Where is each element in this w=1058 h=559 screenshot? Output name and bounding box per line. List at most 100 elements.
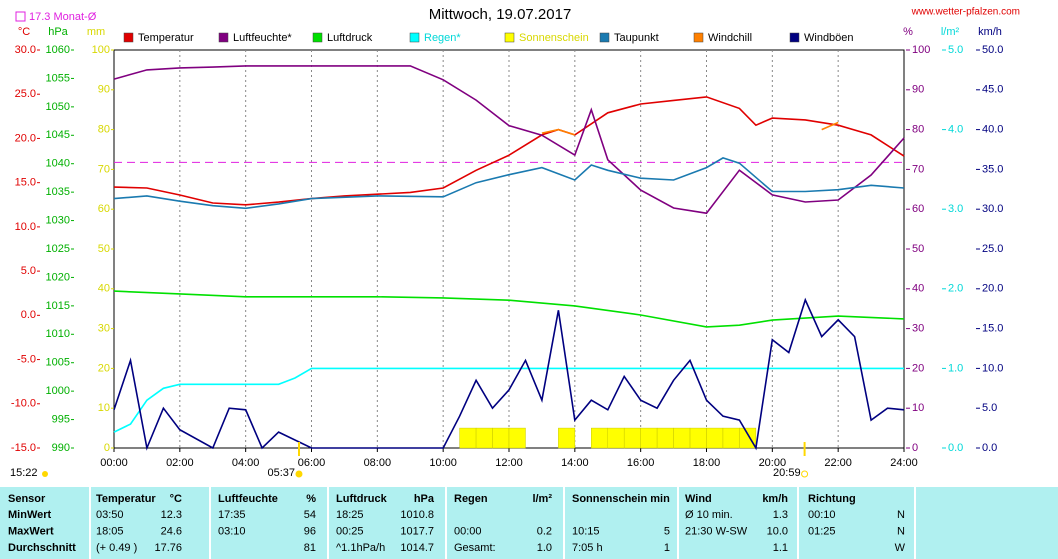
table-head: Sonnenschein min [572, 493, 670, 505]
sun-bar [607, 427, 625, 449]
y-tick-label: 1040 [46, 158, 70, 170]
legend-swatch [123, 32, 134, 43]
x-tick-label: 04:00 [232, 457, 260, 469]
sunrise-label: 05:37 [267, 467, 295, 479]
axis-unit: l/m² [941, 26, 960, 38]
x-tick-label: 12:00 [495, 457, 523, 469]
y-tick-label: 1030 [46, 214, 70, 226]
x-tick-label: 06:00 [298, 457, 326, 469]
sun-bar [640, 427, 658, 449]
y-tick-label: 30.0 [15, 44, 36, 56]
y-tick-label: 990 [52, 442, 70, 454]
y-tick-label: 1025 [46, 243, 70, 255]
table-cell: 1010.8 [400, 509, 434, 521]
y-tick-label: 1.0 [948, 362, 963, 374]
y-tick-label: 30 [98, 323, 110, 335]
table-cell: 03:50 [96, 509, 124, 521]
table-cell: 17:35 [218, 509, 246, 521]
table-head: Durchschnitt [8, 542, 76, 554]
x-tick-label: 20:00 [759, 457, 787, 469]
table-head: % [306, 493, 316, 505]
y-tick-label: 5.0 [982, 402, 997, 414]
sun-bar [656, 427, 674, 449]
legend-label: Windchill [708, 32, 752, 44]
legend-label: Luftfeuchte* [233, 32, 292, 44]
y-tick-label: 20 [98, 362, 110, 374]
table-cell: 00:00 [454, 525, 482, 537]
table-cell: Gesamt: [454, 542, 496, 554]
axis-unit: km/h [978, 26, 1002, 38]
legend-swatch [504, 32, 515, 43]
y-tick-label: 40.0 [982, 124, 1003, 136]
table-cell: 01:25 [808, 525, 836, 537]
mean-icon [15, 11, 26, 22]
y-tick-label: -15.0 [11, 442, 36, 454]
table-cell: N [897, 509, 905, 521]
legend-label: Sonnenschein [519, 32, 589, 44]
y-tick-label: 1060 [46, 44, 70, 56]
y-tick-label: 1015 [46, 300, 70, 312]
table-cell: 1.0 [537, 542, 552, 554]
series-line [113, 157, 905, 210]
y-tick-label: 1005 [46, 357, 70, 369]
sun-bar [689, 427, 707, 449]
y-tick-label: 0 [104, 442, 110, 454]
y-tick-label: 60 [98, 203, 110, 215]
table-cell: 1.1 [773, 542, 788, 554]
sun-bar [459, 427, 477, 449]
y-tick-label: 4.0 [948, 124, 963, 136]
sun-bar [508, 427, 526, 449]
y-tick-label: 1000 [46, 385, 70, 397]
y-tick-label: 20.0 [982, 283, 1003, 295]
y-tick-label: 30.0 [982, 203, 1003, 215]
y-tick-label: 1050 [46, 101, 70, 113]
series-line [113, 367, 904, 433]
x-tick-label: 16:00 [627, 457, 655, 469]
table-end [915, 487, 1058, 559]
x-tick-label: 10:00 [429, 457, 457, 469]
y-tick-label: 80 [98, 124, 110, 136]
table-bg [0, 487, 1058, 559]
axis-unit: hPa [48, 26, 68, 38]
table-head: l/m² [532, 493, 552, 505]
table-head: Luftfeuchte [218, 493, 278, 505]
y-tick-label: 90 [98, 84, 110, 96]
legend-swatch [789, 32, 800, 43]
table-cell: 1.3 [773, 509, 788, 521]
table-cell: 21:30 W-SW [685, 525, 748, 537]
sun-bar [706, 427, 724, 449]
y-tick-label: 45.0 [982, 84, 1003, 96]
table-head: km/h [762, 493, 788, 505]
table-head: Richtung [808, 493, 856, 505]
table-head: Luftdruck [336, 493, 388, 505]
table-cell: 81 [304, 542, 316, 554]
y-tick-label: 50.0 [982, 44, 1003, 56]
table-cell: 0.2 [537, 525, 552, 537]
table-head: Temperatur [96, 493, 156, 505]
y-tick-label: 10 [98, 402, 110, 414]
y-tick-label: 5.0 [21, 265, 36, 277]
legend-label: Regen* [424, 32, 461, 44]
y-tick-label: 10.0 [982, 362, 1003, 374]
table-cell: 10:15 [572, 525, 600, 537]
y-tick-label: -10.0 [11, 398, 36, 410]
x-tick-label: 22:00 [824, 457, 852, 469]
y-tick-label: 20 [912, 362, 924, 374]
y-tick-label: -5.0 [17, 353, 36, 365]
legend-label: Temperatur [138, 32, 194, 44]
y-tick-label: 1035 [46, 186, 70, 198]
legend-swatch [312, 32, 323, 43]
y-tick-label: 60 [912, 203, 924, 215]
series-line [113, 297, 905, 451]
y-tick-label: 50 [912, 243, 924, 255]
x-tick-label: 00:00 [100, 457, 128, 469]
sunset-label: 20:59 [773, 467, 801, 479]
sun-bar [558, 427, 576, 449]
y-tick-label: 50 [98, 243, 110, 255]
y-tick-label: 25.0 [15, 88, 36, 100]
table-cell: 00:25 [336, 525, 364, 537]
table-cell: (+ 0.49 ) [96, 542, 137, 554]
y-tick-label: 1020 [46, 271, 70, 283]
y-tick-label: 70 [912, 163, 924, 175]
